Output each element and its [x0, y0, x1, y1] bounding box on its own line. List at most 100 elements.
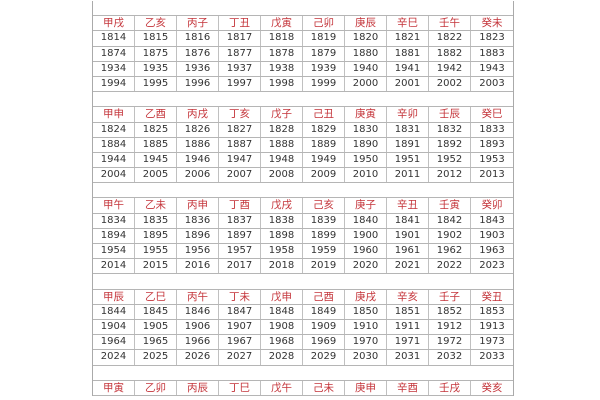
ganzhi-header-cell: 癸未: [481, 17, 503, 30]
year-cell: 1845: [135, 304, 177, 319]
year-cell: 1839: [303, 213, 345, 228]
ganzhi-header-cell: 甲午: [93, 198, 135, 213]
year-cell: 1848: [261, 304, 303, 319]
year-cell: 1957: [219, 244, 261, 259]
year-cell: 1820: [345, 31, 387, 46]
year-cell: 2017: [219, 259, 261, 274]
year-cell: 1971: [387, 335, 429, 350]
year-cell: 1942: [429, 61, 471, 76]
year-cell: 2002: [429, 76, 471, 92]
year-cell: 1883: [479, 47, 505, 59]
year-cell: 1943: [479, 62, 505, 74]
year-cell: 1937: [219, 61, 261, 76]
year-cell: 2021: [387, 259, 429, 274]
ganzhi-header-cell: 庚寅: [345, 107, 387, 122]
year-cell: 1958: [261, 244, 303, 259]
ganzhi-header-row: 甲午 乙未 丙申 丁酉 戊戌 己亥 庚子 辛丑 壬寅 癸卯: [93, 198, 513, 214]
year-cell: 1889: [303, 137, 345, 152]
year-cell: 1847: [219, 304, 261, 319]
year-cell: 2006: [177, 168, 219, 183]
ganzhi-header-cell: 庚辰: [345, 16, 387, 31]
ganzhi-header-cell: 辛丑: [387, 198, 429, 213]
year-cell: 1899: [303, 228, 345, 243]
year-cell: 1905: [135, 319, 177, 335]
ganzhi-header-cell: 己酉: [303, 289, 345, 304]
ganzhi-header-cell: 乙卯: [135, 380, 177, 395]
block-separator-row: [93, 365, 513, 381]
year-cell: 2028: [261, 350, 303, 365]
year-cell: 1879: [303, 46, 345, 61]
ganzhi-header-cell: 辛巳: [387, 16, 429, 31]
ganzhi-header-cell: 壬子: [429, 289, 471, 304]
year-cell: 1825: [135, 122, 177, 137]
year-cell: 1955: [135, 244, 177, 259]
year-cell: 2004: [93, 168, 135, 183]
year-cell: 1913: [479, 320, 505, 332]
year-cell: 1815: [135, 31, 177, 46]
year-cell: 2000: [345, 76, 387, 92]
year-cell: 2018: [261, 259, 303, 274]
year-cell: 2027: [219, 350, 261, 365]
year-cell: 1891: [387, 137, 429, 152]
ganzhi-header-cell: 丁巳: [219, 380, 261, 395]
year-cell: 1890: [345, 137, 387, 152]
year-cell: 1836: [177, 213, 219, 228]
year-cell: 1963: [479, 245, 505, 256]
year-row: 1884 1885 1886 1887 1888 1889 1890 1891 1892 1893: [93, 137, 513, 153]
year-cell: 1961: [387, 244, 429, 259]
block-separator-row: [93, 183, 513, 199]
year-cell: 1973: [479, 336, 505, 348]
year-cell: 1995: [135, 76, 177, 92]
ganzhi-header-cell: 辛亥: [387, 289, 429, 304]
year-cell: 1904: [93, 319, 135, 335]
year-row: 1944 1945 1946 1947 1948 1949 1950 1951 1952 1953: [93, 152, 513, 169]
ganzhi-header-cell: 戊戌: [261, 198, 303, 213]
year-row: 1824 1825 1826 1827 1828 1829 1830 1831 1832 1833: [93, 122, 513, 138]
year-cell: 1830: [345, 122, 387, 137]
year-cell: 1997: [219, 76, 261, 92]
ganzhi-header-cell: 丙午: [177, 289, 219, 304]
ganzhi-header-cell: 丙子: [177, 16, 219, 31]
year-cell: 2022: [429, 259, 471, 274]
year-cell: 2033: [479, 351, 505, 363]
year-cell: 1895: [135, 228, 177, 243]
year-cell: 1893: [479, 138, 505, 150]
ganzhi-header-cell: 丁未: [219, 289, 261, 304]
year-cell: 1952: [429, 152, 471, 168]
ganzhi-header-cell: 辛酉: [387, 380, 429, 395]
year-cell: 1960: [345, 244, 387, 259]
year-cell: 1967: [219, 335, 261, 350]
year-cell: 2003: [479, 77, 505, 89]
year-cell: 1826: [177, 122, 219, 137]
year-cell: 1817: [219, 31, 261, 46]
ganzhi-header-cell: 甲申: [93, 107, 135, 122]
ganzhi-header-row: 甲申 乙酉 丙戌 丁亥 戊子 己丑 庚寅 辛卯 壬辰 癸巳: [93, 107, 513, 123]
year-cell: 1823: [479, 32, 505, 44]
year-cell: 1954: [93, 244, 135, 259]
year-row: 2004 2005 2006 2007 2008 2009 2010 2011 2012 2013: [93, 168, 513, 184]
year-cell: 1999: [303, 76, 345, 92]
year-cell: 2013: [479, 169, 505, 181]
year-cell: 2023: [479, 260, 505, 272]
year-cell: 1838: [261, 213, 303, 228]
year-cell: 1842: [429, 213, 471, 228]
year-cell: 1972: [429, 335, 471, 350]
year-cell: 1831: [387, 122, 429, 137]
year-row: 1904 1905 1906 1907 1908 1909 1910 1911 1912 1913: [93, 319, 513, 336]
year-cell: 1896: [177, 228, 219, 243]
year-cell: 1948: [261, 152, 303, 168]
year-cell: 1945: [135, 152, 177, 168]
ganzhi-header-cell: 辛卯: [387, 107, 429, 122]
ganzhi-header-cell: 丙戌: [177, 107, 219, 122]
year-cell: 2015: [135, 259, 177, 274]
year-cell: 1949: [303, 152, 345, 168]
year-cell: 1965: [135, 335, 177, 350]
year-cell: 2026: [177, 350, 219, 365]
year-cell: 2031: [387, 350, 429, 365]
year-cell: 1996: [177, 76, 219, 92]
year-cell: 2007: [219, 168, 261, 183]
year-cell: 1887: [219, 137, 261, 152]
year-cell: 1878: [261, 46, 303, 61]
ganzhi-header-cell: 乙巳: [135, 289, 177, 304]
year-cell: 1970: [345, 335, 387, 350]
